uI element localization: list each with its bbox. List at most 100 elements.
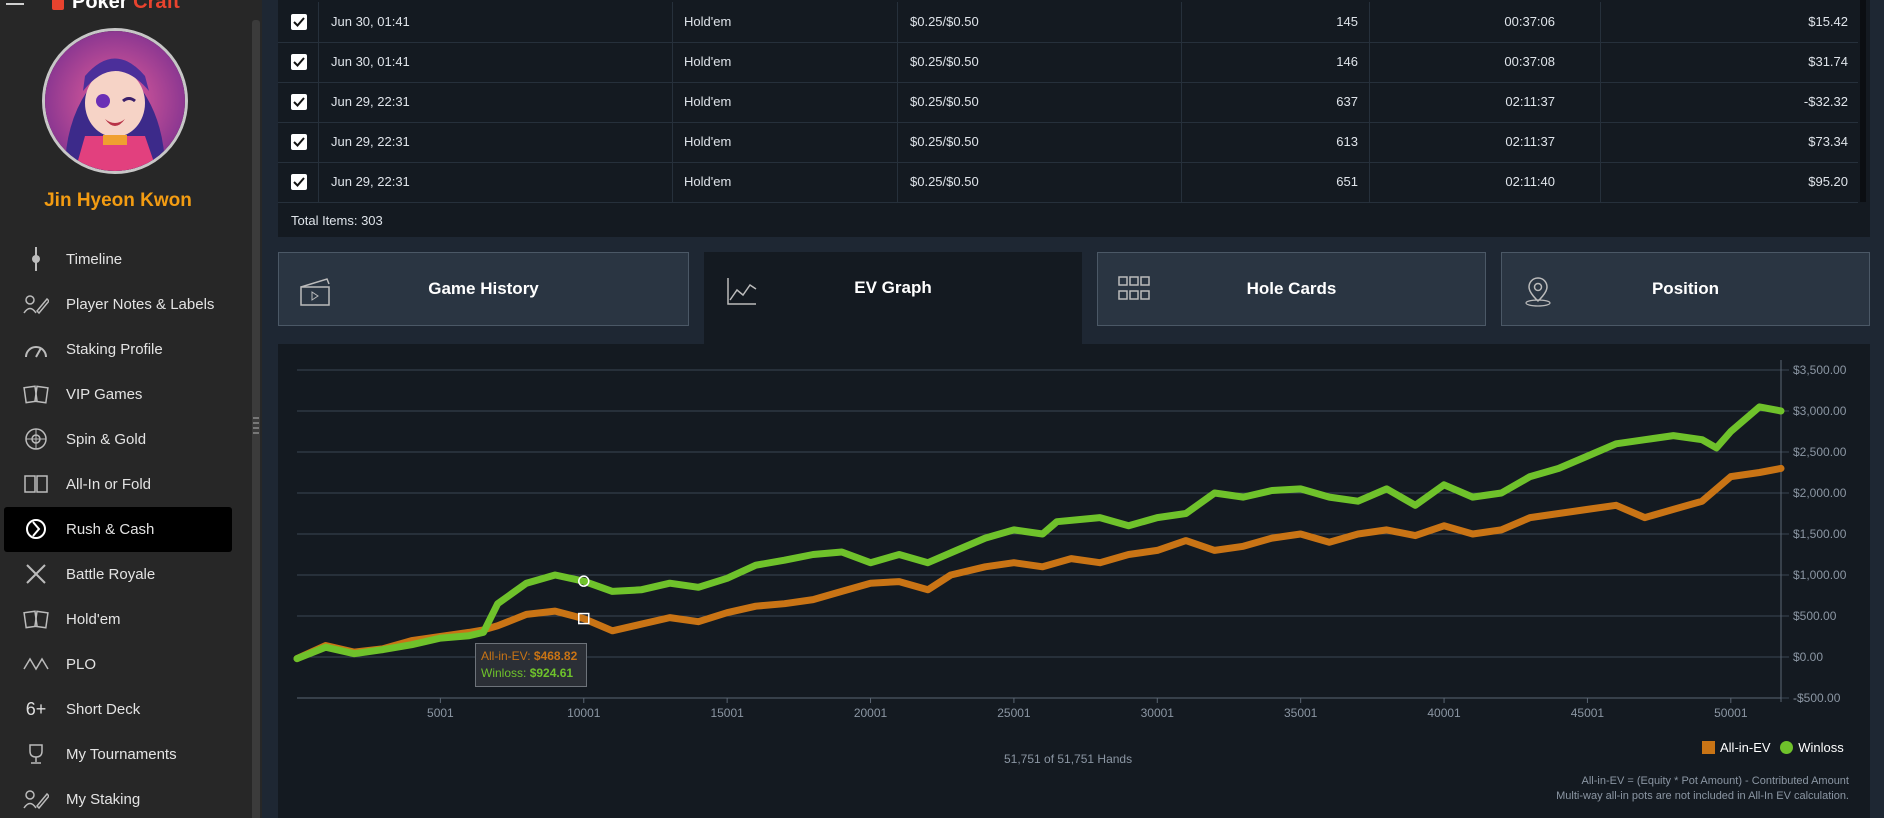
- legend-item-ev[interactable]: All-in-EV: [1702, 740, 1771, 755]
- sidebar-item-label: Rush & Cash: [66, 521, 155, 538]
- cell-date: Jun 29, 22:31: [331, 94, 410, 109]
- hover-marker-winloss: [578, 575, 590, 587]
- table-row[interactable]: Jun 29, 22:31 Hold'em $0.25/$0.50 637 02:11:…: [278, 82, 1858, 123]
- tab-hole-cards[interactable]: Hole Cards: [1097, 252, 1486, 326]
- row-checkbox[interactable]: [291, 134, 307, 150]
- y-tick-label: $3,000.00: [1793, 404, 1847, 418]
- cell-stakes: $0.25/$0.50: [910, 174, 979, 189]
- sidebar-item-vip-games[interactable]: VIP Games: [4, 372, 232, 417]
- sidebar-item-label: Hold'em: [66, 611, 121, 628]
- column-divider: [672, 82, 673, 122]
- sidebar-item-label: VIP Games: [66, 386, 143, 403]
- row-checkbox[interactable]: [291, 174, 307, 190]
- sidebar-item-my-tournaments[interactable]: My Tournaments: [4, 732, 232, 777]
- sidebar-item-holdem[interactable]: Hold'em: [4, 597, 232, 642]
- cell-hands: 145: [1336, 14, 1358, 29]
- tab-label: Hole Cards: [1246, 279, 1337, 298]
- sidebar-nav: Timeline Player Notes & Labels Staking P…: [0, 237, 236, 818]
- legend-label: Winloss: [1798, 740, 1844, 755]
- tab-position[interactable]: Position: [1501, 252, 1870, 326]
- column-divider: [1600, 82, 1601, 122]
- x-tick-label: 30001: [1141, 706, 1175, 720]
- total-items: Total Items: 303: [291, 213, 383, 228]
- x-tick-label: 45001: [1571, 706, 1605, 720]
- cell-result: $95.20: [1808, 174, 1848, 189]
- holdem-cards-icon: [22, 607, 50, 631]
- grid-icon: [1118, 275, 1150, 307]
- column-divider: [1600, 162, 1601, 202]
- tab-ev-graph[interactable]: EV Graph: [704, 252, 1082, 344]
- sidebar-item-timeline[interactable]: Timeline: [4, 237, 232, 282]
- sidebar-item-label: Battle Royale: [66, 566, 156, 583]
- cell-stakes: $0.25/$0.50: [910, 54, 979, 69]
- series-line-all-in-ev: [293, 464, 1785, 663]
- allin-cards-icon: [22, 472, 50, 496]
- cell-game: Hold'em: [684, 54, 732, 69]
- sidebar-scrollbar[interactable]: [252, 20, 260, 818]
- column-divider: [672, 42, 673, 82]
- rush-icon: [22, 517, 50, 541]
- cell-duration: 02:11:40: [1505, 174, 1555, 189]
- cell-date: Jun 29, 22:31: [331, 174, 410, 189]
- tab-game-history[interactable]: Game History: [278, 252, 689, 326]
- sidebar-item-spin-gold[interactable]: Spin & Gold: [4, 417, 232, 462]
- table-row[interactable]: Jun 30, 01:41 Hold'em $0.25/$0.50 145 00:37:…: [278, 2, 1858, 43]
- hamburger-menu-icon[interactable]: [6, 0, 24, 8]
- crossed-swords-icon: [22, 562, 50, 586]
- resize-handle[interactable]: [253, 417, 259, 445]
- legend-swatch-winloss: [1780, 741, 1794, 754]
- column-divider: [897, 2, 898, 42]
- x-tick-label: 25001: [997, 706, 1031, 720]
- x-tick-label: 15001: [710, 706, 744, 720]
- sidebar-item-plo[interactable]: PLO: [4, 642, 232, 687]
- avatar[interactable]: [42, 28, 188, 174]
- table-row[interactable]: Jun 30, 01:41 Hold'em $0.25/$0.50 146 00:37:…: [278, 42, 1858, 83]
- sidebar-item-all-in-or-fold[interactable]: All-In or Fold: [4, 462, 232, 507]
- legend-item-winloss[interactable]: Winloss: [1780, 740, 1844, 755]
- ev-chart[interactable]: -$500.00 $0.00 $500.00 $1,000.00 $1,500.00 $2…: [278, 344, 1870, 818]
- sidebar-item-label: Player Notes & Labels: [66, 296, 215, 313]
- spin-icon: [22, 427, 50, 451]
- cell-result: $15.42: [1808, 14, 1848, 29]
- column-divider: [672, 2, 673, 42]
- sidebar-item-my-staking[interactable]: My Staking: [4, 777, 232, 818]
- table-row[interactable]: Jun 29, 22:31 Hold'em $0.25/$0.50 613 02:11:…: [278, 122, 1858, 163]
- cell-hands: 613: [1336, 134, 1358, 149]
- row-checkbox[interactable]: [291, 14, 307, 30]
- sidebar-item-label: My Tournaments: [66, 746, 177, 763]
- row-checkbox[interactable]: [291, 54, 307, 70]
- cell-duration: 00:37:08: [1504, 54, 1555, 69]
- column-divider: [1369, 42, 1370, 82]
- cell-duration: 02:11:37: [1505, 134, 1555, 149]
- cell-result: $31.74: [1808, 54, 1848, 69]
- column-divider: [1181, 42, 1182, 82]
- sidebar-item-player-notes[interactable]: Player Notes & Labels: [4, 282, 232, 327]
- y-tick-label: -$500.00: [1793, 691, 1841, 705]
- series-line-winloss: [293, 403, 1785, 663]
- column-divider: [1600, 42, 1601, 82]
- sidebar-item-staking-profile[interactable]: Staking Profile: [4, 327, 232, 372]
- table-row[interactable]: Jun 29, 22:31 Hold'em $0.25/$0.50 651 02:11:…: [278, 162, 1858, 203]
- column-divider: [1369, 82, 1370, 122]
- sidebar-item-battle-royale[interactable]: Battle Royale: [4, 552, 232, 597]
- tab-label: Game History: [428, 279, 539, 298]
- column-divider: [1369, 2, 1370, 42]
- sidebar-item-label: Timeline: [66, 251, 123, 268]
- location-pin-icon: [1522, 275, 1554, 307]
- cell-hands: 146: [1336, 54, 1358, 69]
- cell-game: Hold'em: [684, 14, 732, 29]
- staking-pen-icon: [22, 787, 50, 811]
- y-tick-label: $3,500.00: [1793, 363, 1847, 377]
- hover-marker-ev: [578, 612, 590, 625]
- row-checkbox[interactable]: [291, 94, 307, 110]
- username: Jin Hyeon Kwon: [44, 190, 192, 211]
- y-tick-label: $0.00: [1793, 650, 1823, 664]
- column-divider: [318, 2, 319, 42]
- sidebar-item-rush-cash[interactable]: Rush & Cash: [4, 507, 232, 552]
- table-scrollbar[interactable]: [1860, 0, 1866, 202]
- six-plus-icon: 6+: [25, 698, 47, 719]
- legend-label: All-in-EV: [1720, 740, 1771, 755]
- sidebar-header: Poker Craft: [0, 0, 262, 13]
- sidebar-item-short-deck[interactable]: 6+ Short Deck: [4, 687, 232, 732]
- x-tick-label: 50001: [1714, 706, 1748, 720]
